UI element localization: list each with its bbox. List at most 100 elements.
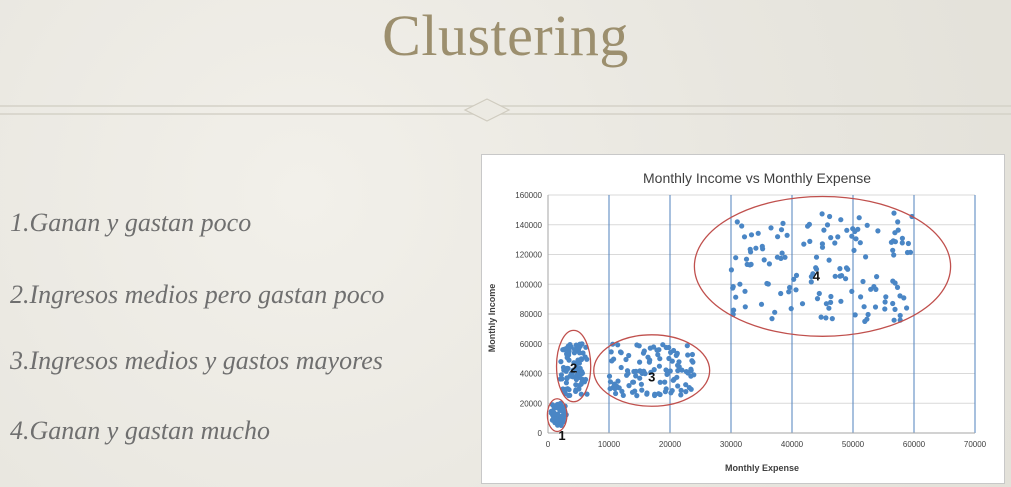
data-point [839, 273, 845, 279]
data-point [758, 301, 765, 307]
x-axis-label: Monthly Expense [725, 463, 799, 473]
data-point [741, 234, 748, 240]
data-point [683, 389, 689, 395]
data-point [856, 215, 862, 221]
data-point [766, 261, 772, 267]
data-point [688, 366, 694, 372]
data-point [612, 386, 618, 392]
x-tick-label: 40000 [781, 440, 804, 449]
data-point [607, 379, 613, 385]
data-point [656, 347, 662, 353]
cluster-ellipse [555, 329, 592, 403]
data-point [828, 235, 834, 241]
slide-title: Clustering [382, 3, 629, 68]
data-point [832, 240, 838, 246]
data-point [788, 306, 794, 312]
data-point [631, 368, 637, 375]
data-point [688, 373, 694, 379]
data-point [855, 226, 861, 232]
data-point [559, 376, 565, 382]
scatter-chart: Monthly Income vs Monthly Expense 0 20000… [481, 154, 1005, 484]
data-point [851, 247, 857, 253]
data-point [580, 350, 586, 356]
x-tick-label: 50000 [842, 440, 865, 449]
data-point [891, 252, 897, 258]
data-point [819, 244, 826, 250]
data-point [816, 290, 822, 297]
data-point [660, 342, 666, 348]
data-point [860, 278, 866, 285]
data-point [778, 290, 784, 297]
data-point [626, 352, 632, 359]
data-point [872, 304, 879, 310]
data-point [651, 344, 657, 350]
x-tick-label: 30000 [720, 440, 743, 449]
data-point [731, 307, 737, 313]
data-point [553, 403, 559, 409]
data-point [747, 262, 753, 268]
data-point [733, 255, 739, 261]
data-point [891, 210, 897, 216]
data-point [828, 299, 834, 305]
data-point [558, 422, 564, 428]
data-point [733, 294, 739, 300]
x-tick-label: 20000 [659, 440, 682, 449]
data-point [857, 240, 863, 246]
data-point [607, 386, 613, 392]
data-point [813, 265, 819, 271]
data-point [561, 367, 567, 373]
data-point [775, 234, 781, 240]
data-point [637, 359, 643, 365]
data-point [890, 278, 896, 284]
y-tick-label: 100000 [515, 280, 542, 289]
bullet-item-3: 3.Ingresos medios y gastos mayores [10, 346, 383, 375]
data-point [806, 221, 812, 227]
chart-title: Monthly Income vs Monthly Expense [643, 170, 871, 186]
data-point [875, 228, 881, 234]
data-point [565, 365, 571, 372]
data-point [739, 223, 745, 229]
data-point [566, 348, 572, 354]
bullet-item-4: 4.Ganan y gastan mucho [10, 416, 270, 445]
cluster-ellipse [546, 398, 568, 433]
data-point [574, 346, 580, 352]
data-point [823, 301, 829, 307]
data-point [861, 304, 867, 310]
data-point [863, 254, 869, 260]
data-point [728, 267, 734, 273]
data-point [759, 243, 765, 249]
data-point [656, 363, 662, 369]
data-point [637, 375, 643, 381]
data-point [899, 240, 905, 246]
data-point [874, 274, 880, 280]
data-point [832, 273, 838, 279]
data-point [892, 306, 898, 312]
data-point [905, 240, 911, 247]
data-point [667, 368, 673, 374]
data-point [838, 217, 844, 223]
data-point [569, 373, 575, 379]
data-point [845, 266, 851, 272]
data-point [827, 213, 833, 220]
data-point [657, 356, 663, 362]
data-point [761, 257, 767, 263]
data-point [567, 392, 573, 398]
data-point [664, 371, 670, 377]
data-point [813, 254, 820, 260]
data-point [769, 316, 775, 322]
data-point [849, 288, 855, 294]
data-point [678, 387, 684, 393]
data-point [901, 295, 907, 301]
data-point [784, 232, 790, 238]
data-point [844, 227, 850, 233]
data-point [897, 312, 903, 319]
data-point [648, 369, 654, 375]
y-tick-label: 60000 [520, 340, 543, 349]
data-point [644, 391, 650, 397]
data-point [826, 257, 832, 263]
data-point [629, 389, 636, 395]
data-point [807, 238, 813, 244]
data-point [737, 281, 743, 287]
data-point [608, 349, 614, 355]
chart-svg: Monthly Income vs Monthly Expense 0 20000… [487, 170, 987, 473]
